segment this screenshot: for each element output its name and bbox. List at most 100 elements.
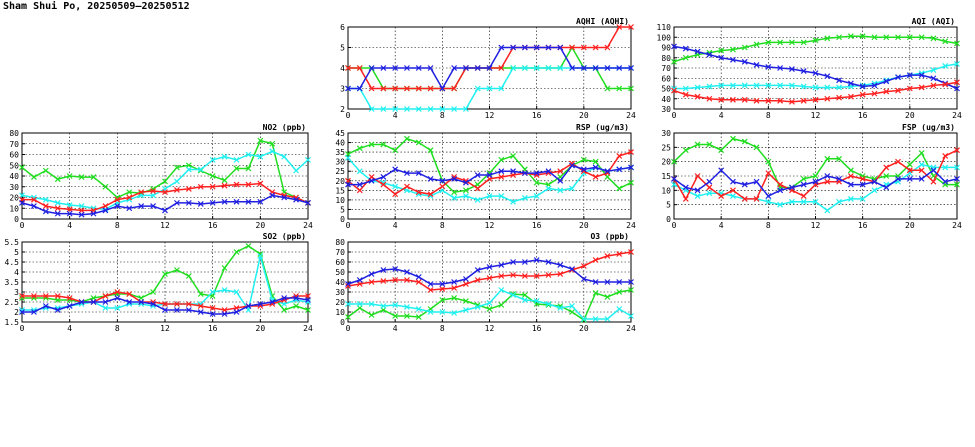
- data-point: [557, 271, 564, 277]
- point-mark: [847, 196, 854, 202]
- data-point: [126, 194, 133, 201]
- point-mark: [871, 187, 878, 194]
- y-tick-label: 20: [335, 298, 345, 307]
- x-tick-label: 16: [208, 221, 218, 230]
- data-point: [451, 295, 458, 301]
- point-mark: [162, 271, 168, 277]
- y-tick-label: 35: [335, 148, 345, 157]
- data-point: [788, 198, 795, 205]
- point-mark: [800, 68, 807, 74]
- point-mark: [569, 162, 575, 169]
- data-point: [906, 175, 913, 182]
- point-mark: [812, 173, 819, 179]
- point-mark: [78, 211, 85, 218]
- point-mark: [616, 185, 623, 192]
- data-point: [30, 174, 37, 180]
- data-point: [293, 295, 300, 301]
- point-mark: [930, 75, 937, 82]
- data-point: [671, 43, 677, 50]
- point-mark: [859, 196, 866, 202]
- point-mark: [718, 147, 725, 154]
- point-mark: [930, 173, 937, 179]
- data-point: [233, 249, 240, 255]
- y-tick-label: 80: [661, 54, 671, 63]
- point-mark: [19, 293, 25, 299]
- data-point: [474, 304, 481, 310]
- point-mark: [682, 85, 689, 92]
- x-tick-label: 8: [766, 221, 771, 230]
- data-point: [245, 165, 252, 172]
- point-mark: [847, 181, 854, 188]
- point-mark: [257, 253, 264, 259]
- point-mark: [753, 97, 760, 104]
- point-mark: [281, 295, 288, 301]
- point-mark: [392, 302, 399, 308]
- data-point: [356, 277, 363, 283]
- data-point: [173, 199, 180, 206]
- point-mark: [392, 266, 399, 272]
- y-tick-label: 4.5: [5, 258, 20, 267]
- data-point: [368, 279, 375, 285]
- data-point: [380, 181, 387, 188]
- page-title: Sham Shui Po, 20250509—20250512: [3, 1, 190, 12]
- point-mark: [380, 303, 387, 309]
- point-mark: [800, 193, 807, 199]
- y-tick-label: 100: [657, 33, 672, 42]
- data-point: [451, 175, 458, 182]
- data-point: [415, 306, 422, 312]
- data-point: [90, 210, 97, 217]
- data-point: [569, 44, 575, 51]
- data-point: [871, 82, 878, 89]
- y-tick-label: 5: [666, 201, 671, 210]
- point-mark: [895, 158, 901, 165]
- point-mark: [706, 190, 713, 197]
- data-point: [126, 299, 133, 305]
- point-mark: [486, 264, 493, 270]
- point-mark: [533, 193, 540, 199]
- point-mark: [592, 65, 599, 71]
- data-point: [498, 85, 505, 92]
- point-mark: [281, 153, 288, 160]
- point-mark: [859, 82, 866, 89]
- point-mark: [305, 307, 311, 313]
- data-point: [54, 210, 61, 217]
- data-point: [741, 138, 748, 145]
- data-point: [836, 77, 843, 84]
- point-mark: [741, 96, 748, 103]
- point-mark: [150, 301, 157, 307]
- data-point: [415, 85, 422, 92]
- data-point: [486, 306, 493, 312]
- data-point: [162, 189, 168, 196]
- data-point: [209, 311, 216, 317]
- data-point: [930, 35, 937, 42]
- data-point: [451, 85, 458, 92]
- y-tick-label: 30: [335, 158, 345, 167]
- data-point: [233, 289, 240, 295]
- data-point: [777, 181, 784, 188]
- point-mark: [521, 44, 528, 51]
- data-point: [114, 295, 121, 301]
- data-point: [545, 272, 552, 278]
- point-mark: [126, 291, 133, 297]
- point-mark: [533, 65, 540, 71]
- x-tick-label: 0: [346, 324, 351, 333]
- point-mark: [569, 44, 575, 51]
- data-point: [765, 64, 772, 70]
- data-point: [221, 311, 228, 317]
- point-mark: [706, 83, 713, 90]
- data-point: [427, 191, 434, 198]
- x-tick-label: 16: [532, 111, 542, 120]
- point-mark: [930, 67, 937, 73]
- y-tick-label: 5: [340, 44, 345, 53]
- point-mark: [765, 158, 772, 165]
- point-mark: [557, 177, 564, 184]
- point-mark: [462, 298, 469, 304]
- point-mark: [883, 34, 890, 41]
- data-point: [730, 82, 736, 89]
- data-point: [906, 34, 913, 41]
- data-point: [30, 196, 37, 203]
- point-mark: [114, 295, 121, 301]
- point-mark: [114, 196, 121, 203]
- point-mark: [753, 82, 760, 89]
- y-tick-label: 0: [340, 318, 345, 327]
